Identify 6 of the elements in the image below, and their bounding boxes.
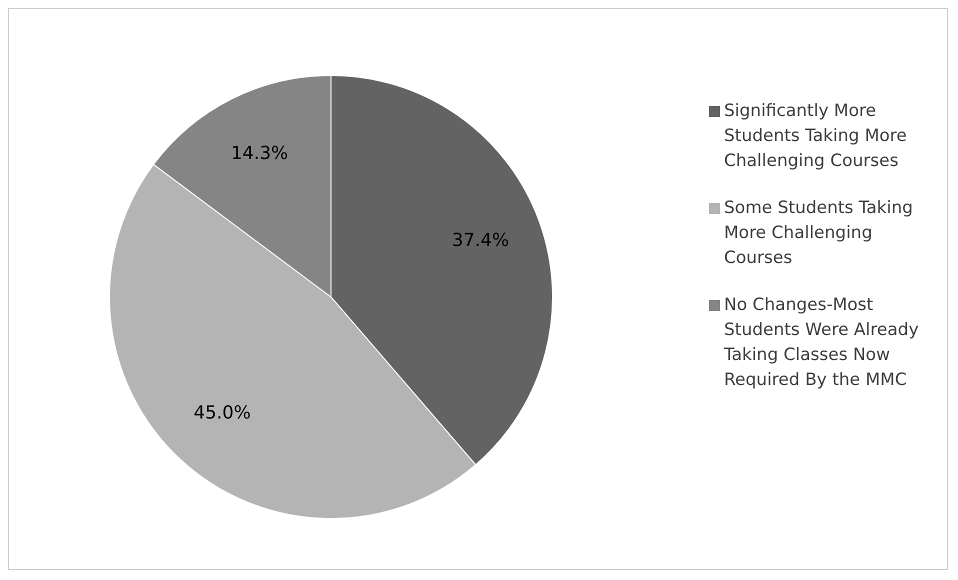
data-label: 45.0% — [194, 402, 251, 424]
legend-label: Significantly More Students Taking More Challenging Courses — [724, 100, 908, 173]
data-label: 37.4% — [452, 230, 510, 252]
legend-label: No Changes-Most Students Were Already Taking Classes Now Required By the MMC — [724, 294, 920, 392]
data-label: 14.3% — [230, 143, 288, 164]
legend-label: Some Students Taking More Challenging Courses — [724, 197, 914, 270]
